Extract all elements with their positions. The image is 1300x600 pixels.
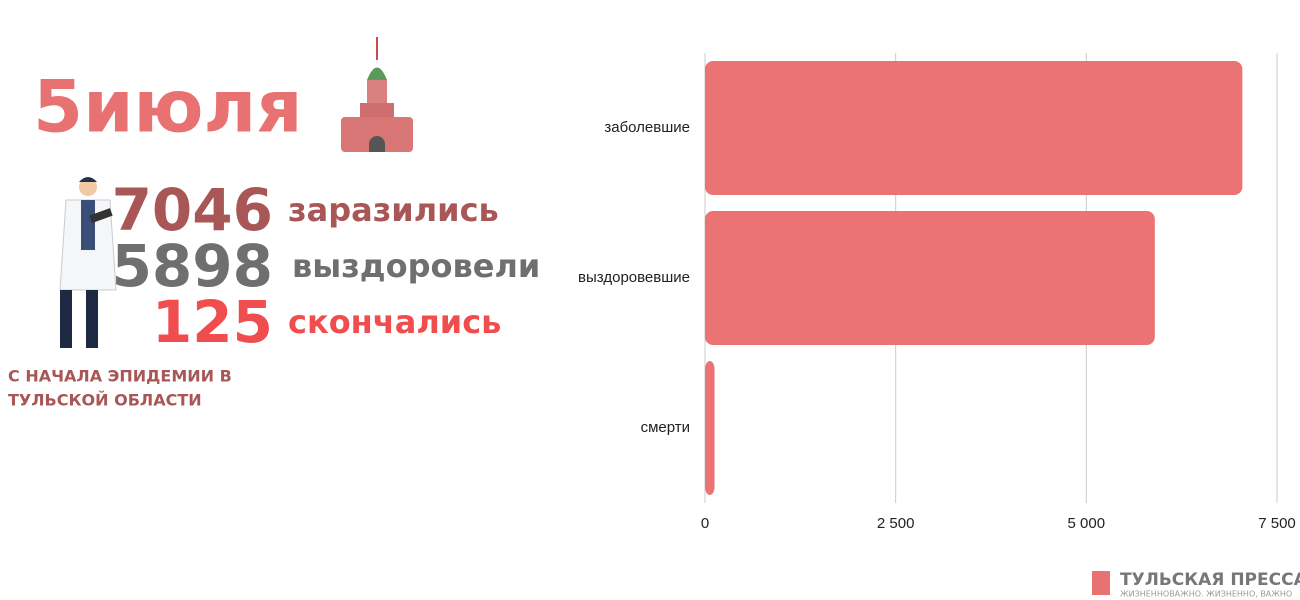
note-line: ТУЛЬСКОЙ ОБЛАСТИ (8, 391, 202, 410)
stat-label: скончались (288, 303, 501, 341)
x-tick-label: 7 500 (1258, 515, 1296, 532)
stat-label: заразились (288, 191, 499, 229)
note-line: С НАЧАЛА ЭПИДЕМИИ В (8, 367, 232, 386)
stat-label: выздоровели (292, 247, 540, 285)
y-tick-label: заболевшие (604, 119, 690, 136)
date: 5июля (33, 65, 303, 149)
bar (705, 61, 1243, 195)
doctor-icon (59, 177, 117, 348)
stat-number: 7046 (112, 176, 273, 244)
x-tick-label: 2 500 (877, 515, 915, 532)
stat-number: 5898 (112, 232, 273, 300)
y-tick-label: смерти (641, 419, 690, 436)
x-tick-label: 5 000 (1068, 515, 1106, 532)
logo-mark (1092, 571, 1110, 595)
logo-slogan: ЖИЗНЕННОВАЖНО. ЖИЗНЕННО, ВАЖНО (1120, 590, 1292, 599)
stat-number: 125 (152, 288, 273, 356)
x-tick-label: 0 (701, 515, 709, 532)
tower-icon (341, 37, 413, 152)
y-tick-label: выздоровевшие (578, 269, 690, 286)
bar (705, 211, 1155, 345)
bar (705, 361, 715, 495)
logo-name: ТУЛЬСКАЯ ПРЕССА (1120, 570, 1300, 590)
